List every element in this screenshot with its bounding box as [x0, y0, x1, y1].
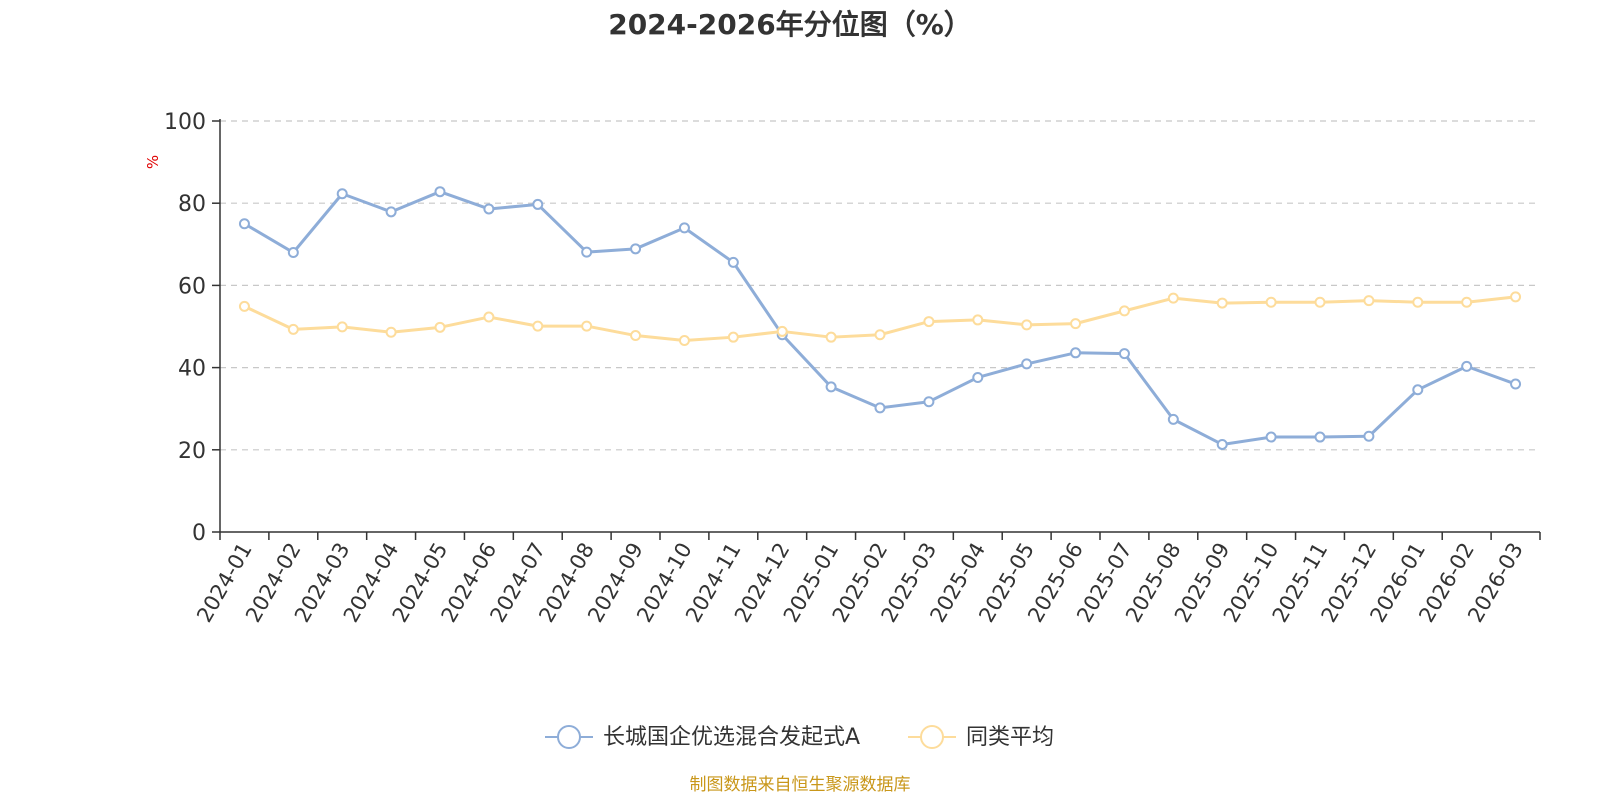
legend-item-1[interactable]: 长城国企优选混合发起式A: [545, 725, 860, 750]
data-point: [874, 402, 886, 414]
data-point: [1510, 291, 1522, 303]
data-point: [1510, 378, 1522, 390]
data-point: [581, 320, 593, 332]
data-point: [336, 321, 348, 333]
y-axis-ticks: 0 20 40 60 80 100: [164, 110, 220, 546]
data-point: [1412, 296, 1424, 308]
data-point: [1216, 297, 1228, 309]
data-point: [1314, 296, 1326, 308]
y-axis-label: %: [144, 155, 162, 169]
y-tick-label: 20: [178, 439, 206, 464]
data-point: [1167, 292, 1179, 304]
data-point: [434, 186, 446, 198]
data-point: [581, 246, 593, 258]
data-point: [1412, 384, 1424, 396]
axes: [219, 119, 1540, 533]
data-point: [385, 326, 397, 338]
data-point: [1070, 347, 1082, 359]
legend-label: 长城国企优选混合发起式A: [603, 725, 860, 750]
series-layer: [238, 186, 1522, 450]
legend[interactable]: 长城国企优选混合发起式A 同类平均: [545, 725, 1054, 750]
data-point: [1070, 318, 1082, 330]
data-point: [287, 247, 299, 259]
data-point: [972, 371, 984, 383]
data-point: [727, 331, 739, 343]
series-2: [238, 291, 1522, 346]
data-point: [483, 203, 495, 215]
legend-marker: [557, 725, 581, 749]
legend-marker: [920, 725, 944, 749]
data-point: [532, 320, 544, 332]
data-point: [874, 329, 886, 341]
data-point: [1461, 296, 1473, 308]
data-point: [630, 243, 642, 255]
y-tick-label: 80: [178, 192, 206, 217]
data-point: [825, 381, 837, 393]
data-point: [238, 300, 250, 312]
y-tick-label: 60: [178, 274, 206, 299]
data-point: [776, 325, 788, 337]
y-tick-label: 100: [164, 110, 206, 135]
data-point: [825, 331, 837, 343]
x-axis-ticks: 2024-012024-022024-032024-042024-052024-…: [192, 532, 1541, 626]
data-point: [678, 222, 690, 234]
data-point: [1167, 413, 1179, 425]
data-point: [434, 321, 446, 333]
data-point: [1265, 431, 1277, 443]
data-point: [287, 323, 299, 335]
gridlines: [220, 120, 1540, 451]
data-point: [630, 330, 642, 342]
data-point: [678, 334, 690, 346]
data-point: [1118, 305, 1130, 317]
data-point: [972, 314, 984, 326]
data-point: [483, 311, 495, 323]
data-point: [1363, 295, 1375, 307]
data-source-note: 制图数据来自恒生聚源数据库: [690, 775, 911, 795]
legend-item-2[interactable]: 同类平均: [908, 725, 1054, 750]
data-point: [1216, 438, 1228, 450]
data-point: [336, 188, 348, 200]
data-point: [238, 218, 250, 230]
data-point: [923, 396, 935, 408]
data-point: [1021, 319, 1033, 331]
data-point: [1314, 431, 1326, 443]
y-tick-label: 0: [192, 521, 206, 546]
legend-label: 同类平均: [966, 725, 1054, 750]
data-point: [1021, 358, 1033, 370]
data-point: [727, 256, 739, 268]
data-point: [1363, 430, 1375, 442]
data-point: [1265, 296, 1277, 308]
data-point: [532, 198, 544, 210]
series-1: [238, 186, 1522, 450]
y-tick-label: 40: [178, 357, 206, 382]
data-point: [923, 316, 935, 328]
data-point: [1461, 360, 1473, 372]
data-point: [1118, 348, 1130, 360]
chart-title: 2024-2026年分位图（%）: [608, 8, 972, 41]
data-point: [385, 206, 397, 218]
